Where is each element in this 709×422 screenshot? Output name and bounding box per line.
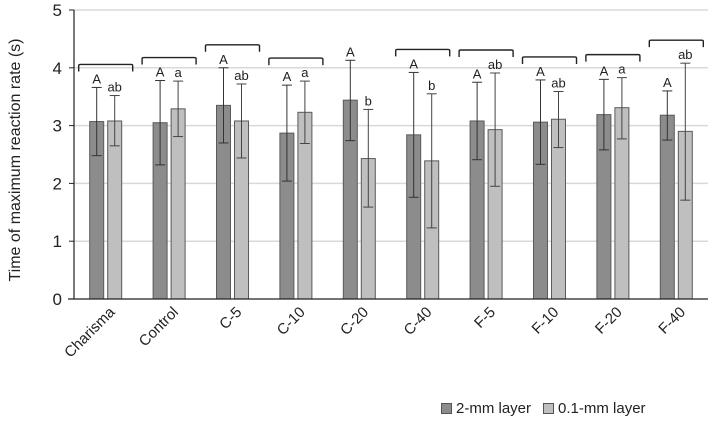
bar-group: Aab: [204, 44, 261, 300]
significance-letter: a: [301, 65, 309, 80]
bar-group: Aab: [458, 49, 514, 300]
y-tick-label: 4: [53, 59, 62, 78]
bar-group: Aab: [78, 63, 134, 300]
group-bracket: [585, 53, 641, 62]
significance-letter: A: [219, 52, 228, 67]
significance-letter: ab: [234, 68, 248, 83]
legend-label-2mm: 2-mm layer: [456, 400, 532, 417]
bar-group: Ab: [342, 44, 376, 300]
significance-letter: ab: [488, 57, 502, 72]
x-axis-tick-labels: Charisma Control C-5 C-10 C-20 C-40 F-5 F-10 F-2…: [61, 303, 689, 361]
group-bracket: [521, 56, 578, 64]
significance-letter: ab: [107, 80, 121, 95]
x-tick-label: F-5: [471, 304, 499, 332]
significance-letter: A: [409, 56, 418, 71]
x-tick-label: C-20: [337, 304, 372, 339]
significance-letter: A: [156, 65, 165, 80]
significance-letter: a: [618, 62, 626, 77]
y-tick-label: 2: [53, 174, 62, 193]
significance-letter: ab: [551, 75, 565, 90]
legend-swatch-2mm: [441, 403, 452, 414]
x-tick-label: F-40: [655, 304, 689, 338]
group-bracket: [204, 44, 261, 52]
significance-letter: b: [365, 93, 372, 108]
y-tick-label: 5: [53, 1, 62, 20]
y-tick-label: 3: [53, 117, 62, 136]
x-tick-label: C-10: [274, 304, 309, 339]
group-bracket: [78, 63, 134, 72]
bar-group: Aab: [648, 39, 704, 300]
group-bracket: [395, 48, 451, 57]
significance-letter: b: [428, 78, 435, 93]
group-bracket: [648, 39, 704, 48]
legend-item-01mm: 0.1-mm layer: [543, 400, 646, 417]
group-bracket: [458, 49, 514, 58]
legend: 2-mm layer 0.1-mm layer: [441, 400, 658, 417]
y-tick-label: 1: [53, 232, 62, 251]
bar-2mm: [659, 114, 675, 300]
significance-letter: a: [174, 65, 182, 80]
bar-group: Ab: [395, 48, 451, 300]
x-tick-label: Charisma: [61, 303, 119, 361]
bar-01mm: [107, 120, 123, 300]
x-tick-label: F-20: [592, 304, 626, 338]
significance-letter: A: [473, 66, 482, 81]
x-tick-label: Control: [136, 304, 182, 350]
legend-swatch-01mm: [543, 403, 555, 414]
significance-letter: A: [600, 63, 609, 78]
legend-label-01mm: 0.1-mm layer: [558, 400, 646, 417]
group-bracket: [268, 57, 324, 66]
significance-letter: A: [663, 75, 672, 90]
x-tick-label: F-10: [528, 304, 562, 338]
y-tick-label: 0: [53, 290, 62, 309]
y-axis-label: Time of maximum reaction rate (s): [7, 38, 24, 281]
axes: 0 1 2 3 4 5: [53, 1, 708, 309]
significance-letter: A: [283, 69, 292, 84]
significance-letter: A: [92, 71, 101, 86]
bar-01mm: [170, 108, 186, 300]
bar-group: Aab: [521, 56, 578, 300]
significance-letter: A: [346, 44, 355, 59]
significance-letter: ab: [678, 47, 692, 62]
x-tick-label: C-40: [401, 304, 436, 339]
group-bracket: [141, 56, 197, 65]
legend-item-2mm: 2-mm layer: [441, 400, 531, 417]
gridlines: [74, 9, 708, 242]
significance-letter: A: [536, 64, 545, 79]
x-tick-label: C-5: [216, 304, 245, 333]
